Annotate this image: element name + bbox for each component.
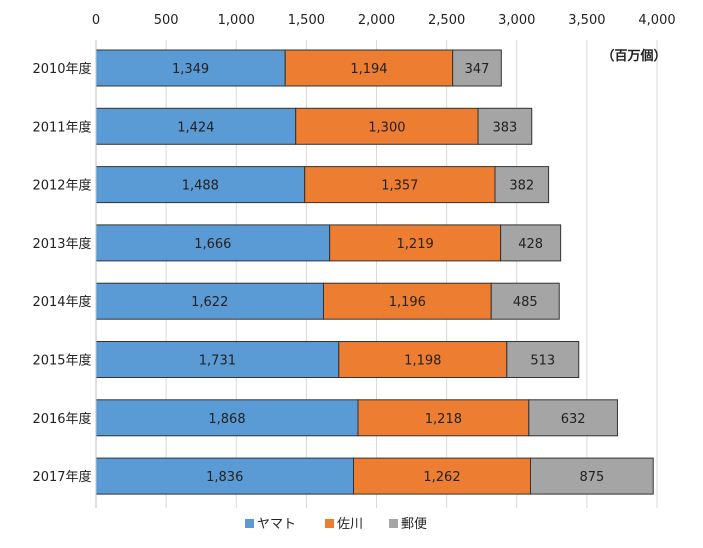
y-axis-category-labels: 2010年度 2011年度 2012年度 2013年度 2014年度 2015年度 2016… <box>32 61 91 485</box>
legend-swatch <box>325 519 334 528</box>
data-label: 1,731 <box>199 354 236 369</box>
legend: ヤマト 佐川 郵便 <box>245 517 427 532</box>
data-label: 1,196 <box>389 295 426 310</box>
category-label: 2010年度 <box>32 61 91 77</box>
bar-segment <box>95 224 331 262</box>
legend-swatch <box>389 519 398 528</box>
x-tick-label: 1,000 <box>218 13 255 28</box>
data-label: 513 <box>530 354 555 369</box>
data-label: 1,622 <box>191 295 228 310</box>
bar-segment <box>329 224 502 262</box>
bar-segment <box>528 399 618 437</box>
x-tick-label: 2,000 <box>358 13 395 28</box>
category-label: 2011年度 <box>32 119 91 135</box>
bar-segment <box>295 107 479 145</box>
legend-swatch <box>245 519 254 528</box>
data-label: 1,198 <box>404 354 441 369</box>
bar-segments <box>95 49 654 495</box>
category-label: 2012年度 <box>32 178 91 194</box>
data-label: 1,488 <box>182 179 219 194</box>
bar-segment <box>95 341 340 378</box>
x-tick-label: 500 <box>154 13 179 28</box>
bar-segment <box>500 224 562 262</box>
data-label: 1,262 <box>423 470 460 485</box>
legend-label: 郵便 <box>401 517 427 532</box>
data-label: 485 <box>513 295 538 310</box>
bar-segment <box>490 282 560 320</box>
legend-label: 佐川 <box>337 517 363 532</box>
data-label: 383 <box>492 120 517 135</box>
bar-segment <box>322 282 492 320</box>
category-label: 2017年度 <box>32 469 91 485</box>
data-label: 1,219 <box>397 237 434 252</box>
data-label: 382 <box>509 179 534 194</box>
bar-segment <box>304 166 496 204</box>
bar-segment <box>95 107 297 145</box>
data-label: 875 <box>579 470 604 485</box>
bar-segment <box>452 49 502 87</box>
category-label: 2014年度 <box>32 294 91 310</box>
bar-segment <box>494 166 550 204</box>
bar-segment <box>506 341 580 378</box>
x-tick-label: 4,000 <box>638 13 675 28</box>
x-tick-label: 1,500 <box>288 13 325 28</box>
data-label: 1,218 <box>425 412 462 427</box>
data-label: 1,868 <box>208 412 245 427</box>
bar-segment <box>95 399 359 437</box>
data-label: 632 <box>561 412 586 427</box>
x-tick-label: 2,500 <box>428 13 465 28</box>
data-label: 1,666 <box>194 237 231 252</box>
x-tick-label: 3,500 <box>568 13 605 28</box>
data-label: 347 <box>465 62 490 77</box>
bar-segment <box>352 457 531 495</box>
data-label: 1,300 <box>368 120 405 135</box>
bar-segment <box>529 457 654 495</box>
legend-label: ヤマト <box>257 517 296 532</box>
bar-segment <box>477 107 533 145</box>
data-label: 1,836 <box>206 470 243 485</box>
x-tick-label: 0 <box>92 13 100 28</box>
x-axis-tick-labels: 0 500 1,000 1,500 2,000 2,500 3,000 3,500 4,000 <box>92 13 676 28</box>
bar-segment <box>284 49 454 87</box>
data-label: 1,357 <box>381 179 418 194</box>
unit-label: （百万個） <box>601 48 666 64</box>
bar-segment <box>95 166 306 204</box>
category-label: 2013年度 <box>32 236 91 252</box>
data-label: 428 <box>518 237 543 252</box>
bar-segment <box>338 341 508 378</box>
data-label: 1,424 <box>177 120 214 135</box>
data-label: 1,349 <box>172 62 209 77</box>
bar-data-labels: 1,349 1,194 347 1,424 1,300 383 1,488 1,357 382 1… <box>172 62 604 485</box>
x-tick-label: 3,000 <box>498 13 535 28</box>
data-label: 1,194 <box>350 62 387 77</box>
category-label: 2015年度 <box>32 353 91 369</box>
category-label: 2016年度 <box>32 411 91 427</box>
